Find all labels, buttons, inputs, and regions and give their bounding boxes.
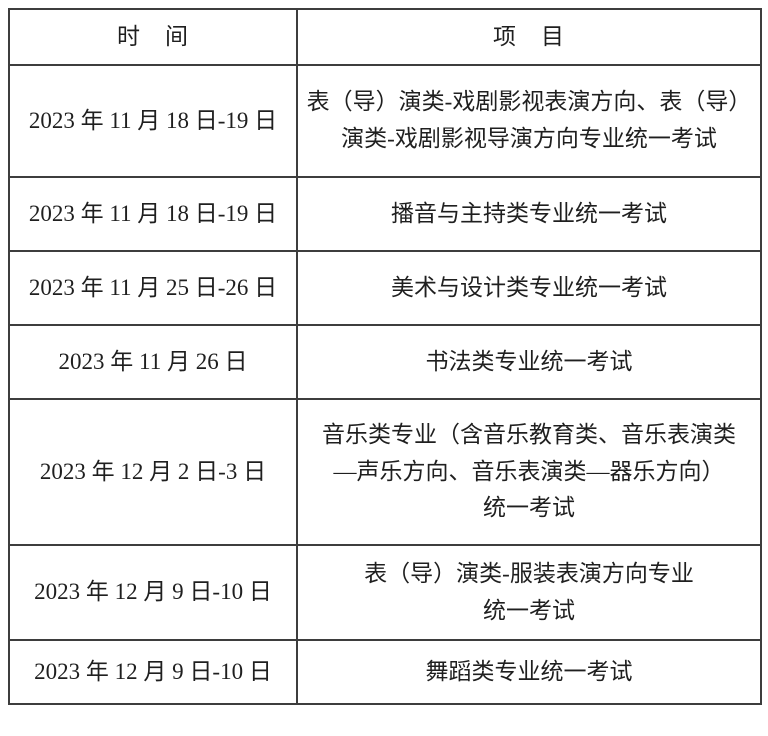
item-cell: 书法类专业统一考试	[296, 324, 762, 400]
table-row: 2023 年 12 月 2 日-3 日 音乐类专业（含音乐教育类、音乐表演类 —…	[8, 398, 762, 546]
exam-schedule-table: 时 间 项 目 2023 年 11 月 18 日-19 日 表（导）演类-戏剧影…	[8, 8, 762, 705]
column-header-item: 项 目	[296, 8, 762, 66]
time-cell: 2023 年 12 月 9 日-10 日	[8, 639, 298, 705]
table-row: 2023 年 12 月 9 日-10 日 表（导）演类-服装表演方向专业 统一考…	[8, 544, 762, 641]
item-cell: 音乐类专业（含音乐教育类、音乐表演类 —声乐方向、音乐表演类—器乐方向） 统一考…	[296, 398, 762, 546]
time-cell: 2023 年 11 月 25 日-26 日	[8, 250, 298, 326]
table-row: 2023 年 11 月 25 日-26 日 美术与设计类专业统一考试	[8, 250, 762, 326]
table-row: 2023 年 11 月 18 日-19 日 播音与主持类专业统一考试	[8, 176, 762, 252]
time-cell: 2023 年 11 月 18 日-19 日	[8, 176, 298, 252]
time-cell: 2023 年 12 月 2 日-3 日	[8, 398, 298, 546]
item-cell: 美术与设计类专业统一考试	[296, 250, 762, 326]
item-cell: 表（导）演类-戏剧影视表演方向、表（导） 演类-戏剧影视导演方向专业统一考试	[296, 64, 762, 178]
time-cell: 2023 年 12 月 9 日-10 日	[8, 544, 298, 641]
time-cell: 2023 年 11 月 18 日-19 日	[8, 64, 298, 178]
item-cell: 舞蹈类专业统一考试	[296, 639, 762, 705]
column-header-time: 时 间	[8, 8, 298, 66]
table-row: 2023 年 11 月 18 日-19 日 表（导）演类-戏剧影视表演方向、表（…	[8, 64, 762, 178]
item-cell: 表（导）演类-服装表演方向专业 统一考试	[296, 544, 762, 641]
table-header-row: 时 间 项 目	[8, 8, 762, 66]
table-row: 2023 年 11 月 26 日 书法类专业统一考试	[8, 324, 762, 400]
table-row: 2023 年 12 月 9 日-10 日 舞蹈类专业统一考试	[8, 639, 762, 705]
time-cell: 2023 年 11 月 26 日	[8, 324, 298, 400]
item-cell: 播音与主持类专业统一考试	[296, 176, 762, 252]
